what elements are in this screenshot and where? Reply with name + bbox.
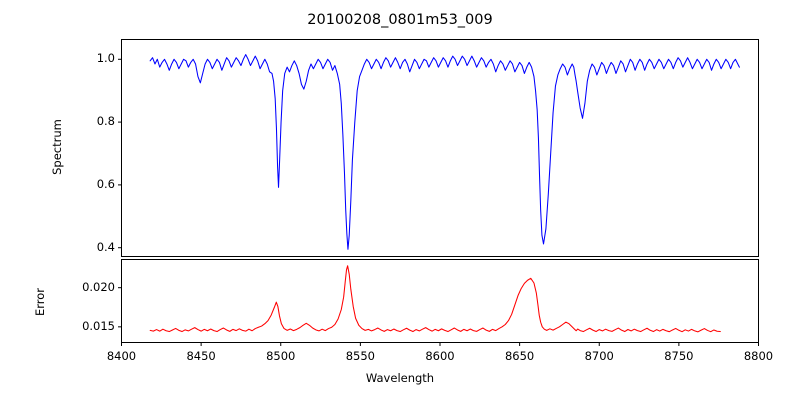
xtick-8450: 8450 — [186, 348, 216, 363]
xtick-8400: 8400 — [106, 348, 137, 363]
spectrum-tick-marks — [118, 58, 122, 249]
spectrum-axes-frame — [121, 39, 759, 257]
error-data-line — [149, 265, 721, 333]
xtick-8650: 8650 — [504, 348, 535, 363]
x-tick-marks — [121, 342, 759, 346]
xtick-8750: 8750 — [664, 348, 694, 363]
spectrum-ytick-0.6: 0.6 — [96, 176, 115, 191]
spectrum-ytick-0.8: 0.8 — [96, 114, 115, 129]
error-ytick-0.015: 0.015 — [82, 318, 115, 333]
spectrum-data-line — [149, 54, 740, 250]
xtick-8700: 8700 — [584, 348, 614, 363]
error-ytick-0.020: 0.020 — [82, 279, 115, 294]
x-axis-label: Wavelength — [365, 371, 435, 385]
spectrum-ytick-1.0: 1.0 — [96, 51, 115, 66]
xtick-8500: 8500 — [266, 348, 296, 363]
xtick-8800: 8800 — [743, 348, 774, 363]
error-tick-marks — [118, 287, 122, 328]
error-y-axis-label: Error — [33, 287, 47, 317]
xtick-8550: 8550 — [345, 348, 376, 363]
figure-title: 20100208_0801m53_009 — [307, 12, 493, 28]
spectrum-ytick-0.4: 0.4 — [96, 239, 115, 254]
xtick-8600: 8600 — [425, 348, 455, 363]
